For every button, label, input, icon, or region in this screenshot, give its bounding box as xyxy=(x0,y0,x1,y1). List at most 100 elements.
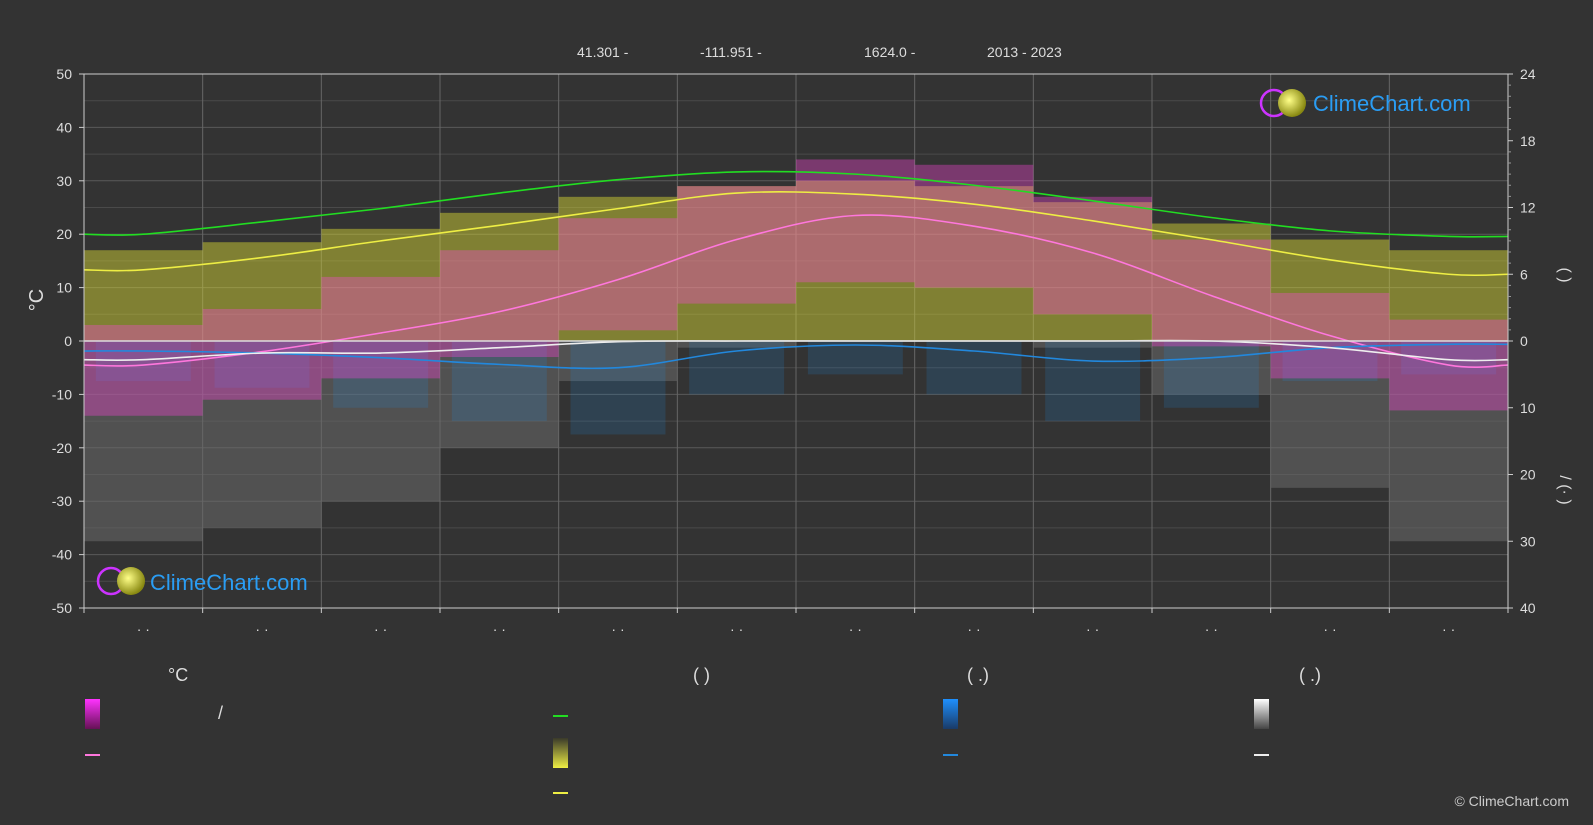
rain-bar xyxy=(689,341,785,395)
legend-sunshine-range-swatch xyxy=(553,738,568,768)
y-left-tick-label: 10 xyxy=(56,280,72,296)
y-right-top-tick-label: 0 xyxy=(1520,333,1528,349)
temp-mean-line xyxy=(83,214,1509,368)
sunshine-band xyxy=(321,228,440,341)
sunshine-band xyxy=(1270,239,1390,341)
sunshine-band xyxy=(914,186,1034,341)
y-left-tick-label: -10 xyxy=(52,386,72,402)
x-tick-label: · · xyxy=(611,621,624,637)
snow-bar xyxy=(558,341,678,382)
y-right-top-tick-label: 12 xyxy=(1520,200,1536,216)
x-tick-label: · · xyxy=(730,621,743,637)
plot-area: 50 40 30 20 10 0 -10 -20 -30 -40 -50 24 18 12 6 0 10 20 30… xyxy=(52,66,1536,637)
snow-bar xyxy=(84,341,203,542)
legend-daylight-swatch xyxy=(553,715,568,717)
legend-sun-heading: ( ) xyxy=(693,665,710,685)
y-right-bottom-tick-label: 20 xyxy=(1520,467,1536,483)
rain-bar xyxy=(214,341,310,388)
y-left-tick-label: 0 xyxy=(64,333,72,349)
snow-bar xyxy=(202,341,322,528)
y-left-tick-label: -50 xyxy=(52,600,72,616)
y-axis-left-label: °C xyxy=(26,289,48,311)
rain-bar xyxy=(1163,341,1259,408)
sunshine-band xyxy=(84,250,203,341)
x-tick-label: · · xyxy=(849,621,862,637)
snow-bar xyxy=(1270,341,1390,488)
legend-rain-swatch xyxy=(943,754,958,756)
temp-range-bar xyxy=(84,324,203,416)
watermark-top: ClimeChart.com xyxy=(1259,88,1471,118)
legend-snow-range-swatch xyxy=(1254,699,1269,729)
latitude-label: 41.301 - xyxy=(577,44,629,60)
temp-range-bar xyxy=(440,250,559,358)
x-tick-label: · · xyxy=(1205,621,1218,637)
legend-rain-range-swatch xyxy=(943,699,958,729)
elevation-label: 1624.0 - xyxy=(864,44,916,60)
y-left-tick-label: -40 xyxy=(52,547,72,563)
y-right-top-tick-label: 24 xyxy=(1520,66,1536,82)
rain-bar xyxy=(1401,341,1497,375)
y-right-bottom-tick-label: 10 xyxy=(1520,400,1536,416)
copyright: © ClimeChart.com xyxy=(1454,793,1569,809)
y-left-tick-label: 50 xyxy=(56,66,72,82)
y-axis-right-top-label: ( ) xyxy=(1556,267,1573,282)
x-tick-label: · · xyxy=(1323,621,1336,637)
watermark-top-text: ClimeChart.com xyxy=(1313,91,1471,116)
longitude-label: -111.951 - xyxy=(700,44,762,60)
watermark-bottom: ClimeChart.com xyxy=(96,566,308,596)
snow-bar xyxy=(440,341,559,448)
rain-bar xyxy=(451,341,547,422)
x-tick-label: · · xyxy=(493,621,506,637)
y-left-tick-label: -30 xyxy=(52,493,72,509)
x-tick-label: · · xyxy=(137,621,150,637)
x-tick-label: · · xyxy=(255,621,268,637)
sunshine-band xyxy=(558,196,678,341)
sunshine-band xyxy=(677,186,796,341)
rain-line xyxy=(83,343,1509,370)
legend-snow-heading: ( .) xyxy=(1299,665,1321,685)
rain-bar xyxy=(570,341,666,435)
legend-temp-range-swatch xyxy=(85,699,100,729)
legend-snow-swatch xyxy=(1254,754,1269,756)
snow-bar xyxy=(1152,341,1271,395)
daylight-line xyxy=(83,170,1509,238)
y-left-tick-label: 40 xyxy=(56,119,72,135)
sunshine-line xyxy=(83,191,1509,277)
snow-bar xyxy=(1033,341,1152,348)
logo-sun-icon xyxy=(117,567,145,595)
x-tick-label: · · xyxy=(967,621,980,637)
watermark-bottom-text: ClimeChart.com xyxy=(150,570,308,595)
temp-range-bar xyxy=(677,186,796,304)
sunshine-band xyxy=(796,180,915,341)
snow-bar xyxy=(1389,341,1508,542)
rain-bar xyxy=(1045,341,1141,422)
y-left-tick-label: 20 xyxy=(56,226,72,242)
sunshine-band xyxy=(202,242,322,341)
years-label: 2013 - 2023 xyxy=(987,44,1062,60)
y-left-tick-label: -20 xyxy=(52,440,72,456)
temp-range-bar xyxy=(1033,196,1152,315)
sunshine-band xyxy=(1033,202,1152,341)
y-right-top-tick-label: 6 xyxy=(1520,266,1528,282)
snow-bar xyxy=(321,341,440,502)
temp-range-bar xyxy=(321,276,440,379)
y-right-bottom-tick-label: 40 xyxy=(1520,600,1536,616)
legend-temp-range-text: / xyxy=(218,703,224,723)
y-right-bottom-tick-label: 30 xyxy=(1520,533,1536,549)
y-axis-right-bottom-label: / (· ) xyxy=(1556,475,1573,504)
x-tick-label: · · xyxy=(1086,621,1099,637)
rain-bar xyxy=(926,341,1022,395)
snow-bar xyxy=(677,341,796,348)
temp-range-bar xyxy=(558,218,678,331)
legend-sunshine-swatch xyxy=(553,792,568,794)
sunshine-band xyxy=(1389,250,1508,341)
rain-bar xyxy=(807,341,903,375)
x-tick-label: · · xyxy=(374,621,387,637)
x-tick-label: · · xyxy=(1442,621,1455,637)
sunshine-band xyxy=(1152,223,1271,341)
logo-sun-icon xyxy=(1278,89,1306,117)
rain-bar xyxy=(95,341,191,382)
legend-rain-heading: ( .) xyxy=(967,665,989,685)
legend-temp-heading: °C xyxy=(168,665,189,685)
